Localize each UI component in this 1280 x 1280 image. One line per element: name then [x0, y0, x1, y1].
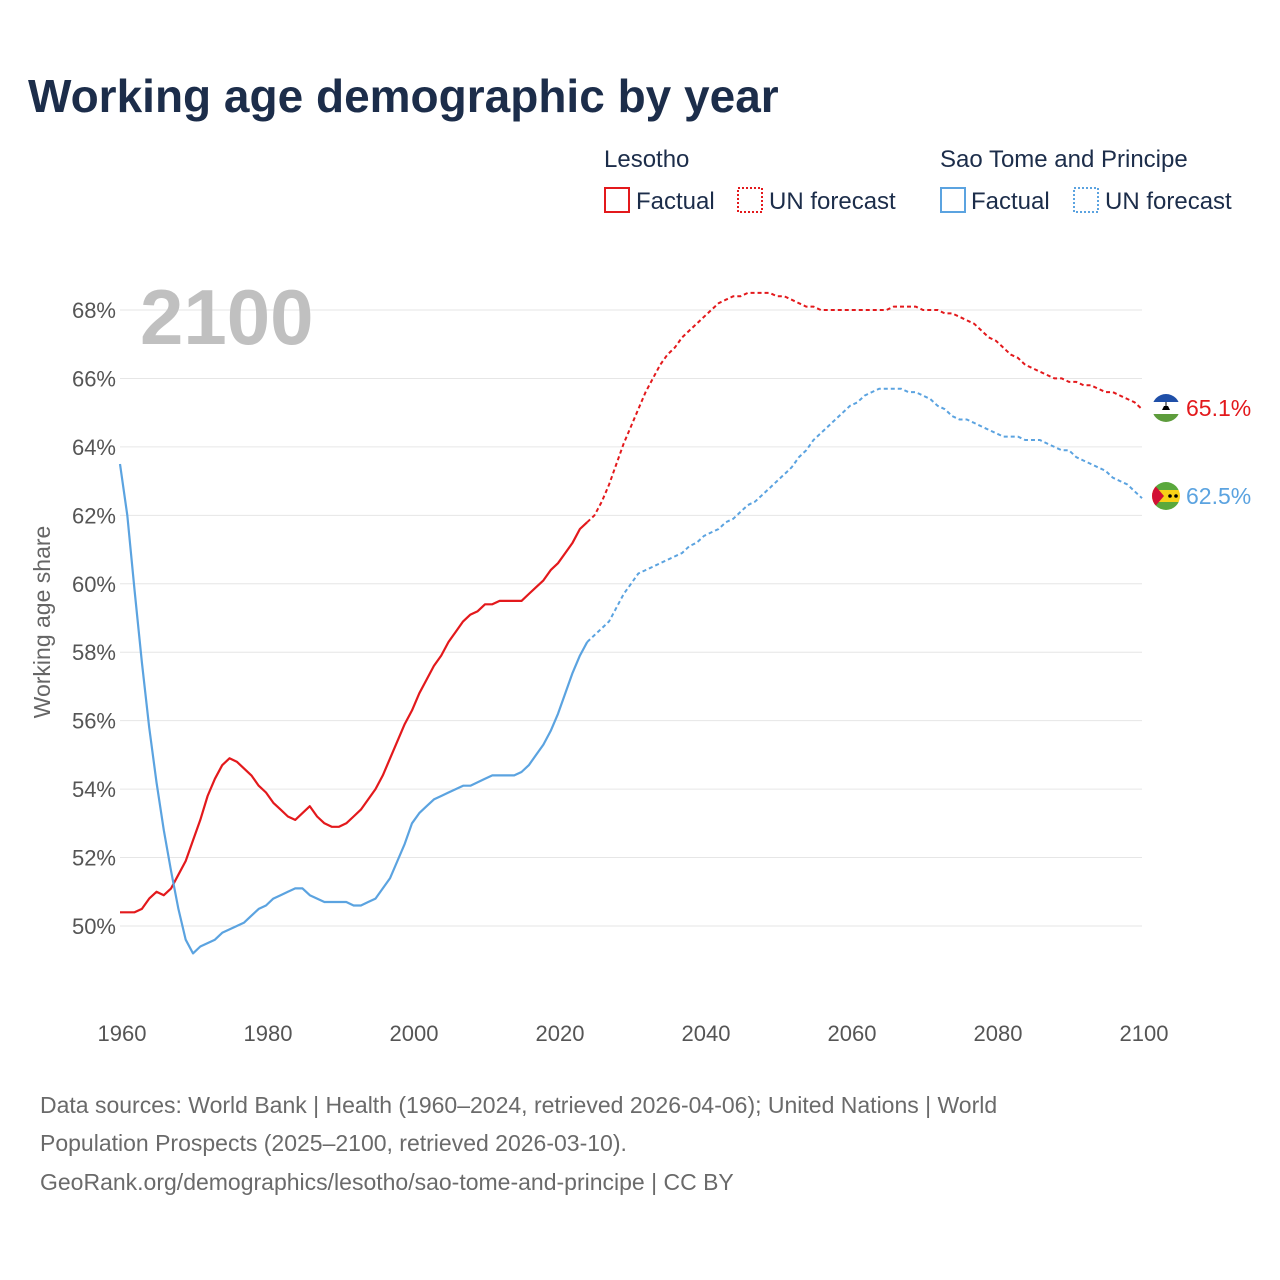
x-tick-label: 1980: [244, 1021, 293, 1046]
legend: Lesotho Factual UN forecast Sao Tome and…: [604, 146, 1232, 215]
source-line-2: Population Prospects (2025–2100, retriev…: [40, 1130, 627, 1156]
legend-label-lesotho-factual[interactable]: Factual: [636, 188, 715, 215]
legend-group-lesotho: Lesotho: [604, 146, 689, 173]
x-axis-ticks: 1960 1980 2000 2020 2040 2060 2080 2100: [98, 1021, 1169, 1046]
end-label-lesotho: 65.1%: [1152, 394, 1251, 422]
source-line-1: Data sources: World Bank | Health (1960–…: [40, 1092, 997, 1118]
gridlines: [120, 309, 1142, 927]
legend-swatch-lesotho-forecast[interactable]: [737, 187, 763, 213]
series-line-lesotho-factual[interactable]: [120, 521, 588, 914]
end-label-lesotho-value: 65.1%: [1186, 395, 1251, 421]
series-line-sao-tome-and-principe-factual[interactable]: [118, 463, 589, 955]
y-tick-label: 56%: [72, 709, 116, 734]
legend-swatch-sao-tome-forecast[interactable]: [1073, 187, 1099, 213]
x-tick-label: 1960: [98, 1021, 147, 1046]
series-lines: [118, 291, 1143, 955]
legend-swatch-lesotho-factual[interactable]: [604, 187, 630, 213]
series-line-lesotho-forecast[interactable]: [586, 291, 1143, 523]
lesotho-flag-icon: [1152, 394, 1180, 422]
chart-title: Working age demographic by year: [28, 70, 779, 122]
y-tick-label: 60%: [72, 572, 116, 597]
legend-group-sao-tome: Sao Tome and Principe: [940, 146, 1188, 173]
end-label-sao-tome: 62.5%: [1152, 482, 1251, 510]
legend-label-lesotho-forecast[interactable]: UN forecast: [769, 188, 896, 215]
legend-label-sao-tome-forecast[interactable]: UN forecast: [1105, 188, 1232, 215]
y-axis-ticks: 50% 52% 54% 56% 58% 60% 62% 64% 66% 68%: [72, 298, 116, 939]
x-tick-label: 2100: [1120, 1021, 1169, 1046]
y-tick-label: 62%: [72, 503, 116, 528]
legend-label-sao-tome-factual[interactable]: Factual: [971, 188, 1050, 215]
x-tick-label: 2000: [390, 1021, 439, 1046]
year-watermark: 2100: [140, 273, 314, 361]
series-line-sao-tome-and-principe-forecast[interactable]: [586, 387, 1143, 643]
y-tick-label: 54%: [72, 777, 116, 802]
x-tick-label: 2080: [974, 1021, 1023, 1046]
sao-tome-flag-icon: [1152, 482, 1180, 510]
y-tick-label: 66%: [72, 366, 116, 391]
y-tick-label: 50%: [72, 914, 116, 939]
x-tick-label: 2020: [536, 1021, 585, 1046]
x-tick-label: 2060: [828, 1021, 877, 1046]
y-axis-title: Working age share: [29, 526, 55, 719]
source-link[interactable]: GeoRank.org/demographics/lesotho/sao-tom…: [40, 1169, 734, 1195]
y-tick-label: 52%: [72, 846, 116, 871]
end-label-sao-tome-value: 62.5%: [1186, 483, 1251, 509]
x-tick-label: 2040: [682, 1021, 731, 1046]
y-tick-label: 58%: [72, 640, 116, 665]
y-tick-label: 68%: [72, 298, 116, 323]
legend-swatch-sao-tome-factual[interactable]: [940, 187, 966, 213]
y-tick-label: 64%: [72, 435, 116, 460]
